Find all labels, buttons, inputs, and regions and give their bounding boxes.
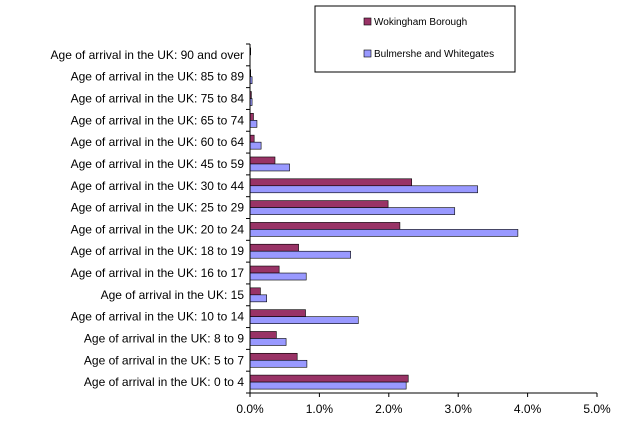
category-label: Age of arrival in the UK: 30 to 44 — [71, 179, 245, 193]
category-label: Age of arrival in the UK: 15 — [101, 288, 245, 302]
bar-bulmershe-12 — [249, 120, 258, 128]
category-label: Age of arrival in the UK: 0 to 4 — [84, 375, 244, 389]
bar-wokingham-4 — [249, 287, 261, 296]
bar-wokingham-7 — [249, 222, 401, 230]
x-tick-label: 3.0% — [445, 402, 473, 416]
x-tick-label: 5.0% — [583, 402, 611, 416]
category-labels-group: Age of arrival in the UK: 0 to 4 Age of a… — [51, 48, 245, 389]
bar-bulmershe-5 — [249, 272, 307, 281]
category-label: Age of arrival in the UK: 5 to 7 — [84, 353, 244, 367]
category-label: Age of arrival in the UK: 45 to 59 — [71, 157, 245, 171]
legend-label: Wokingham Borough — [374, 17, 467, 28]
bar-wokingham-9 — [249, 178, 413, 187]
legend-swatch — [363, 17, 372, 26]
bar-wokingham-10 — [249, 156, 276, 165]
bar-bulmershe-3 — [249, 316, 359, 324]
bar-wokingham-6 — [249, 243, 299, 252]
category-label: Age of arrival in the UK: 85 to 89 — [71, 70, 245, 84]
bar-wokingham-8 — [249, 200, 389, 208]
bar-wokingham-1 — [249, 352, 298, 361]
legend-label: Bulmershe and Whitegates — [374, 49, 494, 60]
bar-bulmershe-7 — [249, 229, 519, 237]
category-label: Age of arrival in the UK: 25 to 29 — [71, 201, 245, 215]
bar-bulmershe-8 — [249, 207, 456, 215]
legend-box — [314, 5, 516, 73]
bar-bulmershe-9 — [249, 185, 478, 194]
bar-bulmershe-10 — [249, 163, 290, 172]
bar-bulmershe-1 — [249, 359, 308, 368]
bar-wokingham-0 — [249, 374, 409, 383]
category-label: Age of arrival in the UK: 75 to 84 — [71, 92, 245, 106]
category-label: Age of arrival in the UK: 90 and over — [51, 48, 244, 62]
category-label: Age of arrival in the UK: 18 to 19 — [71, 244, 245, 258]
x-tick-label: 0.0% — [236, 402, 264, 416]
x-tick-label: 1.0% — [306, 402, 334, 416]
bar-bulmershe-4 — [249, 294, 267, 303]
bars-group — [249, 47, 519, 390]
x-tick-label: 2.0% — [375, 402, 403, 416]
bar-wokingham-3 — [249, 309, 306, 317]
bar-wokingham-12 — [249, 113, 254, 121]
bar-wokingham-5 — [249, 265, 280, 274]
category-label: Age of arrival in the UK: 20 to 24 — [71, 222, 245, 236]
category-label: Age of arrival in the UK: 65 to 74 — [71, 113, 245, 127]
bar-wokingham-2 — [249, 331, 277, 339]
category-label: Age of arrival in the UK: 8 to 9 — [84, 331, 244, 345]
legend-swatch — [363, 49, 372, 58]
bar-bulmershe-6 — [249, 250, 351, 259]
x-tick-label: 4.0% — [514, 402, 542, 416]
x-axis: 0.0% 1.0% 2.0% 3.0% 4.0% 5.0% — [236, 43, 611, 416]
category-label: Age of arrival in the UK: 16 to 17 — [71, 266, 245, 280]
bar-bulmershe-2 — [249, 338, 287, 346]
category-label: Age of arrival in the UK: 10 to 14 — [71, 310, 245, 324]
legend: Wokingham Borough Bulmershe and Whitegate… — [314, 5, 516, 73]
bar-bulmershe-0 — [249, 381, 407, 390]
category-label: Age of arrival in the UK: 60 to 64 — [71, 135, 245, 149]
bar-wokingham-11 — [249, 134, 255, 143]
bar-bulmershe-11 — [249, 141, 262, 150]
